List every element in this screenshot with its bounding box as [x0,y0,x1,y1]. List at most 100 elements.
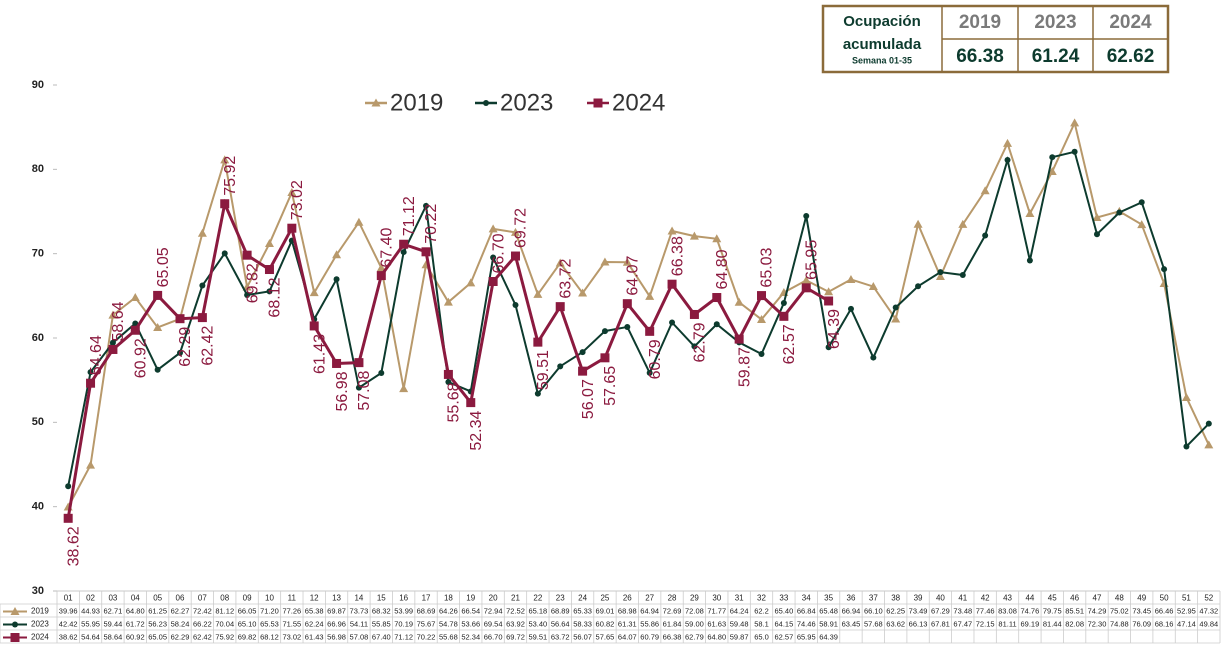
table-legend-label: 2024 [31,633,49,642]
x-tick-label: 26 [623,594,632,603]
table-cell: 66.05 [238,606,257,615]
table-cell: 72.69 [663,606,682,615]
table-cell: 66.94 [842,606,861,615]
table-cell: 72.30 [1088,619,1107,628]
marker [1161,266,1168,273]
table-cell: 66.70 [484,632,503,641]
legend-label: 2023 [500,89,553,116]
marker [466,398,476,408]
data-label: 57.08 [356,371,373,411]
x-tick-label: 47 [1093,594,1102,603]
marker [1205,420,1212,427]
table-cell: 64.15 [774,619,793,628]
table-cell: 60.82 [596,619,615,628]
table-cell: 63.62 [886,619,905,628]
table-cell: 59.87 [730,632,749,641]
summary-title: acumulada [843,36,922,53]
table-cell: 68.69 [417,606,436,615]
summary-subtitle: Semana 01-35 [852,55,912,65]
data-label: 61.43 [311,334,328,374]
table-cell: 82.08 [1065,619,1084,628]
table-cell: 56.98 [327,632,346,641]
table-cell: 55.85 [372,619,391,628]
marker [421,247,431,257]
table-cell: 68.98 [618,606,637,615]
marker [937,269,944,276]
x-tick-label: 23 [556,594,565,603]
x-tick-label: 36 [847,594,856,603]
table-cell: 72.15 [976,619,995,628]
summary-value: 61.24 [1032,46,1080,67]
table-cell: 67.40 [372,632,391,641]
table-cell: 39.96 [59,606,78,615]
x-tick-label: 20 [489,594,498,603]
table-cell: 59.51 [528,632,547,641]
x-tick-label: 37 [869,594,878,603]
marker [175,314,185,324]
marker [153,290,163,300]
table-cell: 74.46 [797,619,816,628]
marker [801,275,811,284]
x-tick-label: 06 [176,594,185,603]
x-tick-label: 04 [131,594,140,603]
table-cell: 73.48 [953,606,972,615]
marker [578,366,588,376]
marker [1181,392,1191,401]
table-cell: 53.66 [461,619,480,628]
marker [1183,443,1190,450]
y-tick-label: 60 [32,332,44,344]
marker [1071,148,1078,155]
marker [132,320,139,327]
marker [534,390,541,397]
marker [1116,209,1123,216]
x-tick-label: 25 [600,594,609,603]
table-cell: 62.79 [685,632,704,641]
table-cell: 53.40 [528,619,547,628]
table-cell: 58.24 [171,619,190,628]
table-cell: 61.84 [663,619,682,628]
table-cell: 72.94 [484,606,503,615]
data-label: 64.80 [714,249,731,289]
table-cell: 58.64 [104,632,123,641]
marker [669,319,676,326]
marker [220,199,230,209]
x-tick-label: 13 [332,594,341,603]
marker [399,384,409,393]
marker [1137,220,1147,229]
marker [601,328,608,335]
marker [399,239,409,249]
marker [982,232,989,239]
table-cell: 62.2 [754,606,769,615]
x-tick-label: 28 [668,594,677,603]
table-cell: 64.80 [707,632,726,641]
marker [10,633,20,642]
marker [264,239,274,248]
x-tick-label: 34 [802,594,811,603]
data-label: 56.98 [334,371,351,411]
summary-year: 2019 [959,12,1001,33]
summary-year: 2023 [1034,12,1076,33]
data-label: 68.12 [267,277,284,317]
table-cell: 65.18 [528,606,547,615]
table-cell: 64.26 [439,606,458,615]
x-tick-label: 07 [198,594,207,603]
table-cell: 71.55 [282,619,301,628]
data-label: 55.68 [446,382,463,422]
x-tick-label: 44 [1025,594,1034,603]
x-tick-label: 15 [377,594,386,603]
data-label: 52.34 [468,411,485,451]
x-tick-label: 01 [64,594,73,603]
table-cell: 71.77 [707,606,726,615]
table-cell: 64.07 [618,632,637,641]
table-cell: 58.33 [573,619,592,628]
data-label: 54.64 [88,335,105,375]
table-cell: 66.84 [797,606,816,615]
marker [533,289,543,298]
data-label: 57.65 [602,366,619,406]
table-cell: 59.48 [730,619,749,628]
table-cell: 65.48 [819,606,838,615]
marker [309,288,319,297]
marker [600,353,610,363]
table-cell: 72.52 [506,606,525,615]
x-tick-label: 43 [1003,594,1012,603]
